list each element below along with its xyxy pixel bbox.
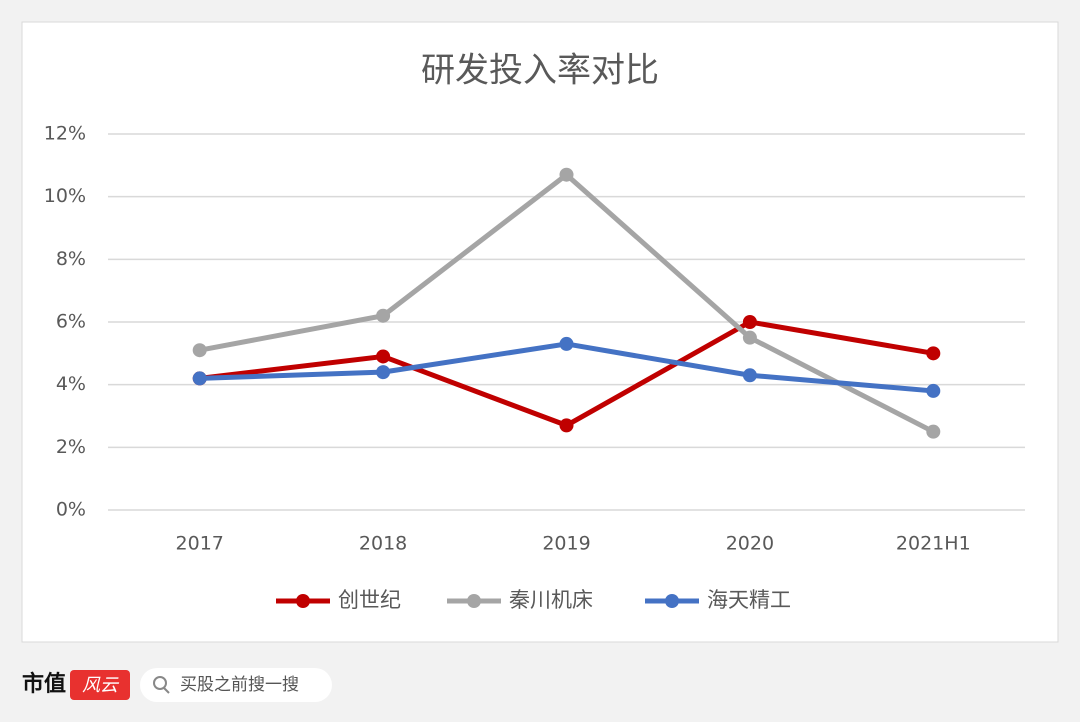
legend-label: 创世纪 [338,588,401,612]
data-point [742,368,757,383]
brand: 市值 [22,671,66,697]
search-icon [163,687,170,694]
y-tick-label: 2% [56,436,86,458]
data-point [376,365,391,380]
search-box[interactable] [140,668,332,702]
data-point [926,346,941,361]
y-tick-label: 10% [44,185,86,207]
data-point [742,315,757,329]
data-point [559,336,574,351]
x-tick-label: 2020 [726,533,774,555]
y-tick-label: 8% [56,248,86,270]
data-point [926,424,941,439]
x-tick-label: 2017 [176,533,224,555]
legend-marker [467,594,481,608]
y-tick-label: 12% [44,123,86,145]
brand-logo: 风云 [82,675,120,696]
legend-label: 秦川机床 [509,588,593,612]
x-tick-label: 2019 [542,533,590,555]
search-placeholder: 买股之前搜一搜 [180,675,299,695]
y-tick-label: 4% [56,373,86,395]
y-tick-label: 6% [56,311,86,333]
legend-marker [296,594,310,608]
y-tick-label: 0% [56,499,86,521]
chart-frame [21,21,1059,643]
x-tick-label: 2021H1 [896,533,971,555]
data-point [559,167,574,182]
data-point [376,349,391,364]
data-point [742,330,757,345]
data-point [559,418,574,433]
footer: 市值 风云 买股之前搜一搜 [22,668,332,702]
data-point [192,371,207,386]
search-icon [153,676,167,690]
data-point [376,308,391,323]
legend-marker [665,594,679,608]
x-tick-label: 2018 [359,533,407,555]
legend-label: 海天精工 [707,588,791,612]
chart-title: 研发投入率对比 [421,51,659,91]
brand-logo-box [70,670,130,700]
data-point [926,383,941,398]
data-point [192,343,207,358]
